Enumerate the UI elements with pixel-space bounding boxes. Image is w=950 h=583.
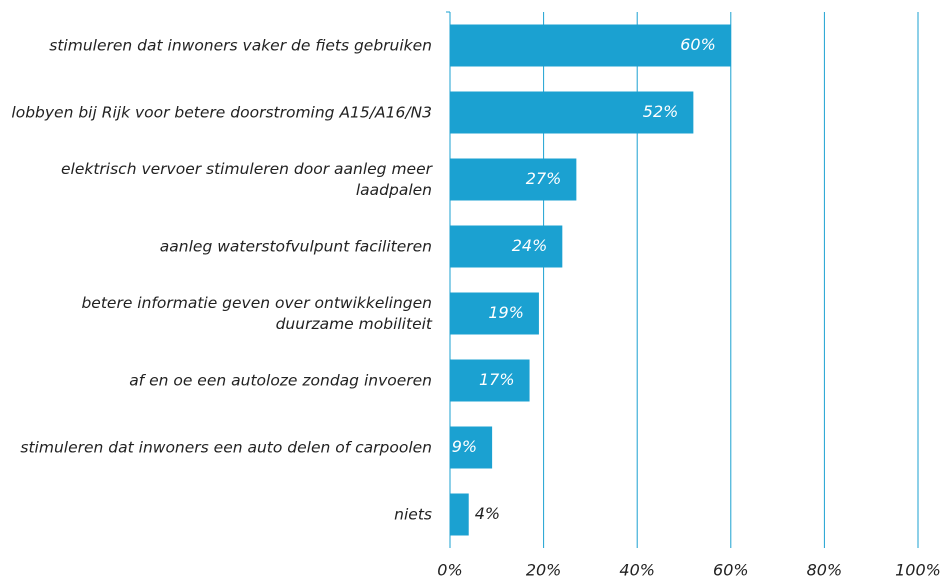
- bar: [450, 359, 530, 402]
- y-tick-label: stimuleren dat inwoners vaker de fiets g…: [49, 36, 432, 54]
- x-tick-label: 60%: [713, 561, 749, 580]
- bar: [450, 91, 694, 134]
- y-tick-label: stimuleren dat inwoners een auto delen o…: [20, 438, 432, 456]
- value-label: 52%: [643, 102, 679, 121]
- y-tick-label: lobbyen bij Rijk voor betere doorstromin…: [11, 103, 432, 121]
- y-tick-label: af en oe een autoloze zondag invoeren: [129, 371, 432, 389]
- bar: [450, 225, 563, 268]
- value-label: 27%: [526, 169, 562, 188]
- bar: [450, 292, 539, 335]
- value-label: 60%: [680, 35, 716, 54]
- bar: [450, 158, 577, 201]
- y-tick-label: aanleg waterstofvulpunt faciliteren: [159, 237, 432, 255]
- y-tick-label: betere informatie geven over ontwikkelin…: [81, 293, 432, 333]
- x-tick-label: 40%: [619, 561, 655, 580]
- x-tick-label: 0%: [437, 561, 462, 580]
- bar: [450, 426, 493, 469]
- bar: [450, 24, 731, 67]
- x-tick-label: 100%: [895, 561, 941, 580]
- value-label: 24%: [512, 236, 548, 255]
- value-label: 19%: [488, 303, 524, 322]
- x-tick-label: 20%: [526, 561, 562, 580]
- y-tick-label: niets: [394, 505, 432, 523]
- value-label: 4%: [475, 504, 500, 523]
- value-label: 9%: [452, 437, 477, 456]
- bar: [450, 493, 469, 536]
- value-label: 17%: [479, 370, 515, 389]
- x-tick-label: 80%: [807, 561, 843, 580]
- y-tick-label: elektrisch vervoer stimuleren door aanle…: [61, 159, 432, 199]
